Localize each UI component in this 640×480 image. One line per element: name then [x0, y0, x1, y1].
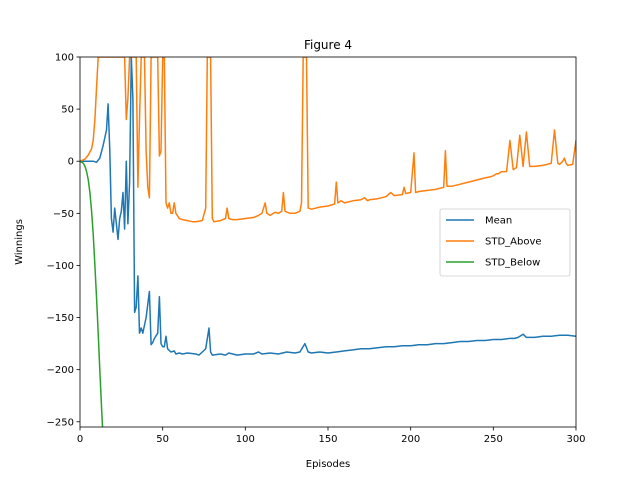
legend: Mean STD_Above STD_Below	[439, 208, 571, 277]
x-tick-label: 200	[401, 434, 420, 445]
y-tick-label: −50	[53, 209, 74, 220]
y-tick-label: 50	[61, 105, 74, 116]
x-tick-label: 250	[484, 434, 503, 445]
y-tick-label: −250	[47, 417, 74, 428]
series-layer	[80, 57, 576, 427]
y-tick-label: 100	[55, 53, 74, 64]
x-axis-label: Episodes	[306, 459, 350, 470]
series-line-mean	[80, 57, 576, 356]
chart-title: Figure 4	[304, 38, 352, 52]
y-axis-label: Winnings	[14, 219, 25, 265]
x-tick-label: 100	[236, 434, 255, 445]
x-tick-label: 0	[77, 434, 83, 445]
legend-box	[439, 208, 571, 277]
y-tick-label: −150	[47, 313, 74, 324]
legend-label: Mean	[485, 216, 512, 227]
y-tick-label: −200	[47, 365, 74, 376]
series-line-std-above	[80, 57, 576, 223]
x-tick-label: 300	[566, 434, 585, 445]
x-tick-label: 50	[156, 434, 169, 445]
x-tick-label: 150	[318, 434, 337, 445]
legend-label: STD_Below	[485, 258, 540, 269]
series-line-std-below	[80, 160, 104, 427]
y-tick-label: −100	[47, 261, 74, 272]
legend-label: STD_Above	[485, 237, 542, 248]
y-axis: −250 −200 −150 −100 −50 0 50 100	[47, 53, 80, 428]
x-axis: 0 50 100 150 200 250 300	[77, 427, 586, 445]
y-tick-label: 0	[68, 157, 74, 168]
